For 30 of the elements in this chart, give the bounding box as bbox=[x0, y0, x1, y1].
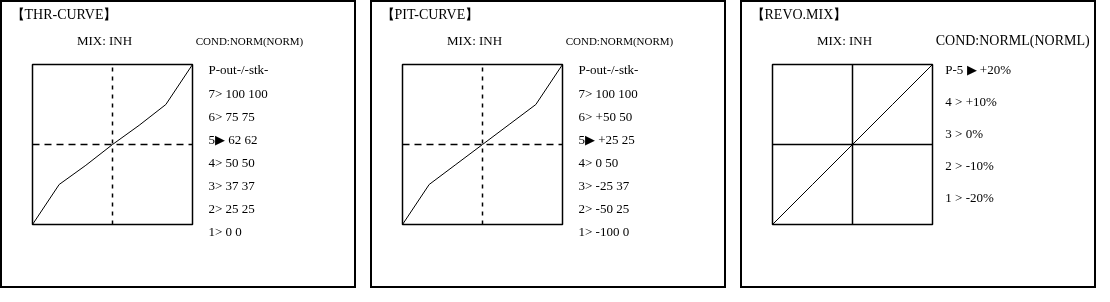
text: 5▶ +25 25 bbox=[578, 131, 635, 147]
text: 2> 25 25 bbox=[208, 200, 255, 216]
chart-subtitle: MIX: INH bbox=[446, 33, 503, 48]
text: 6> +50 50 bbox=[578, 108, 633, 124]
text: 3> 37 37 bbox=[208, 177, 255, 193]
chart-subtitle: MIX: INH bbox=[76, 33, 133, 48]
text: COND:NORM(NORM) bbox=[195, 34, 304, 48]
text: 4> 0 50 bbox=[578, 154, 619, 170]
text: 2> -50 25 bbox=[578, 200, 630, 216]
text: 1> 0 0 bbox=[208, 223, 242, 239]
text: 5▶ 62 62 bbox=[208, 131, 258, 147]
text: P-out-/-stk- bbox=[578, 61, 639, 77]
text: 4 > +10% bbox=[945, 93, 997, 109]
text: 1 > -20% bbox=[945, 189, 994, 205]
text: 1> -100 0 bbox=[578, 223, 630, 239]
text: 3 > 0% bbox=[945, 125, 983, 141]
text: 7> 100 100 bbox=[208, 85, 268, 101]
chart-title: 【PIT-CURVE】 bbox=[380, 7, 480, 22]
text: 6> 75 75 bbox=[208, 108, 255, 124]
text: P-5 ▶ +20% bbox=[945, 61, 1012, 77]
text: 2 > -10% bbox=[945, 157, 994, 173]
chart-title: 【THR-CURVE】 bbox=[10, 7, 118, 22]
text: COND:NORM(NORM) bbox=[565, 34, 674, 48]
text: P-out-/-stk- bbox=[208, 61, 269, 77]
text: 3> -25 37 bbox=[578, 177, 630, 193]
text: COND:NORML(NORML) bbox=[935, 33, 1091, 49]
chart-subtitle: MIX: INH bbox=[816, 33, 873, 48]
text: 7> 100 100 bbox=[578, 85, 638, 101]
chart-title: 【REVO.MIX】 bbox=[750, 7, 848, 22]
text: 4> 50 50 bbox=[208, 154, 255, 170]
